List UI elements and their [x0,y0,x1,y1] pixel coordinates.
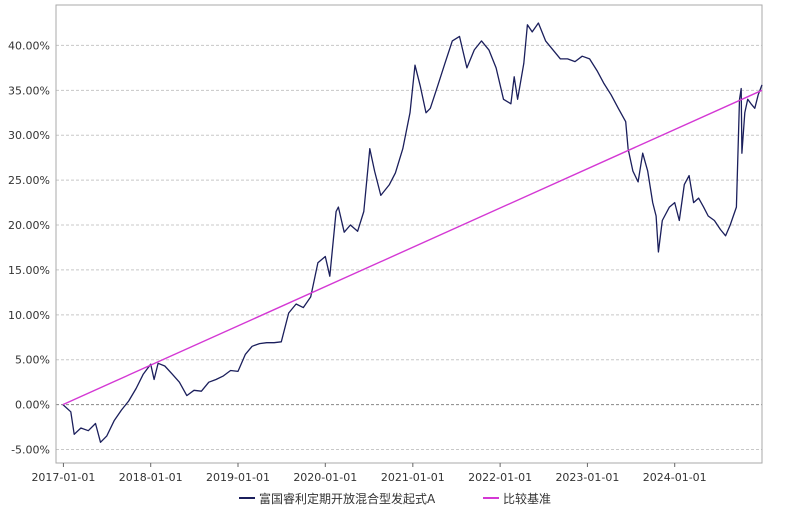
y-tick-label: 5.00% [15,354,50,367]
y-tick-label: 35.00% [8,84,50,97]
grid-layer [56,44,762,451]
x-tick-label: 2017-01-01 [31,471,95,484]
y-tick-label: 15.00% [8,264,50,277]
x-tick-label: 2019-01-01 [206,471,270,484]
benchmark-line [62,89,763,406]
fund-line [62,22,763,443]
plot-frame [55,4,763,464]
y-tick-label: 20.00% [8,219,50,232]
legend-label-fund: 富国睿利定期开放混合型发起式A [259,491,436,506]
series-layer [62,22,763,443]
x-tick-label: 2024-01-01 [643,471,707,484]
x-tick-label: 2018-01-01 [119,471,183,484]
x-tick-label: 2020-01-01 [293,471,357,484]
y-tick-label: 25.00% [8,174,50,187]
x-tick-label: 2021-01-01 [381,471,445,484]
y-tick-label: 10.00% [8,309,50,322]
x-tick-label: 2023-01-01 [555,471,619,484]
y-tick-label: -5.00% [11,444,50,457]
legend-label-benchmark: 比较基准 [503,491,551,506]
y-tick-label: 0.00% [15,399,50,412]
y-tick-label: 30.00% [8,129,50,142]
legend: 富国睿利定期开放混合型发起式A 比较基准 [239,491,551,506]
y-tick-label: 40.00% [8,39,50,52]
x-tick-label: 2022-01-01 [468,471,532,484]
axis-layer: -5.00% 0.00% 5.00% 10.00% 15.00% 20.00% 25.00%… [8,4,763,484]
